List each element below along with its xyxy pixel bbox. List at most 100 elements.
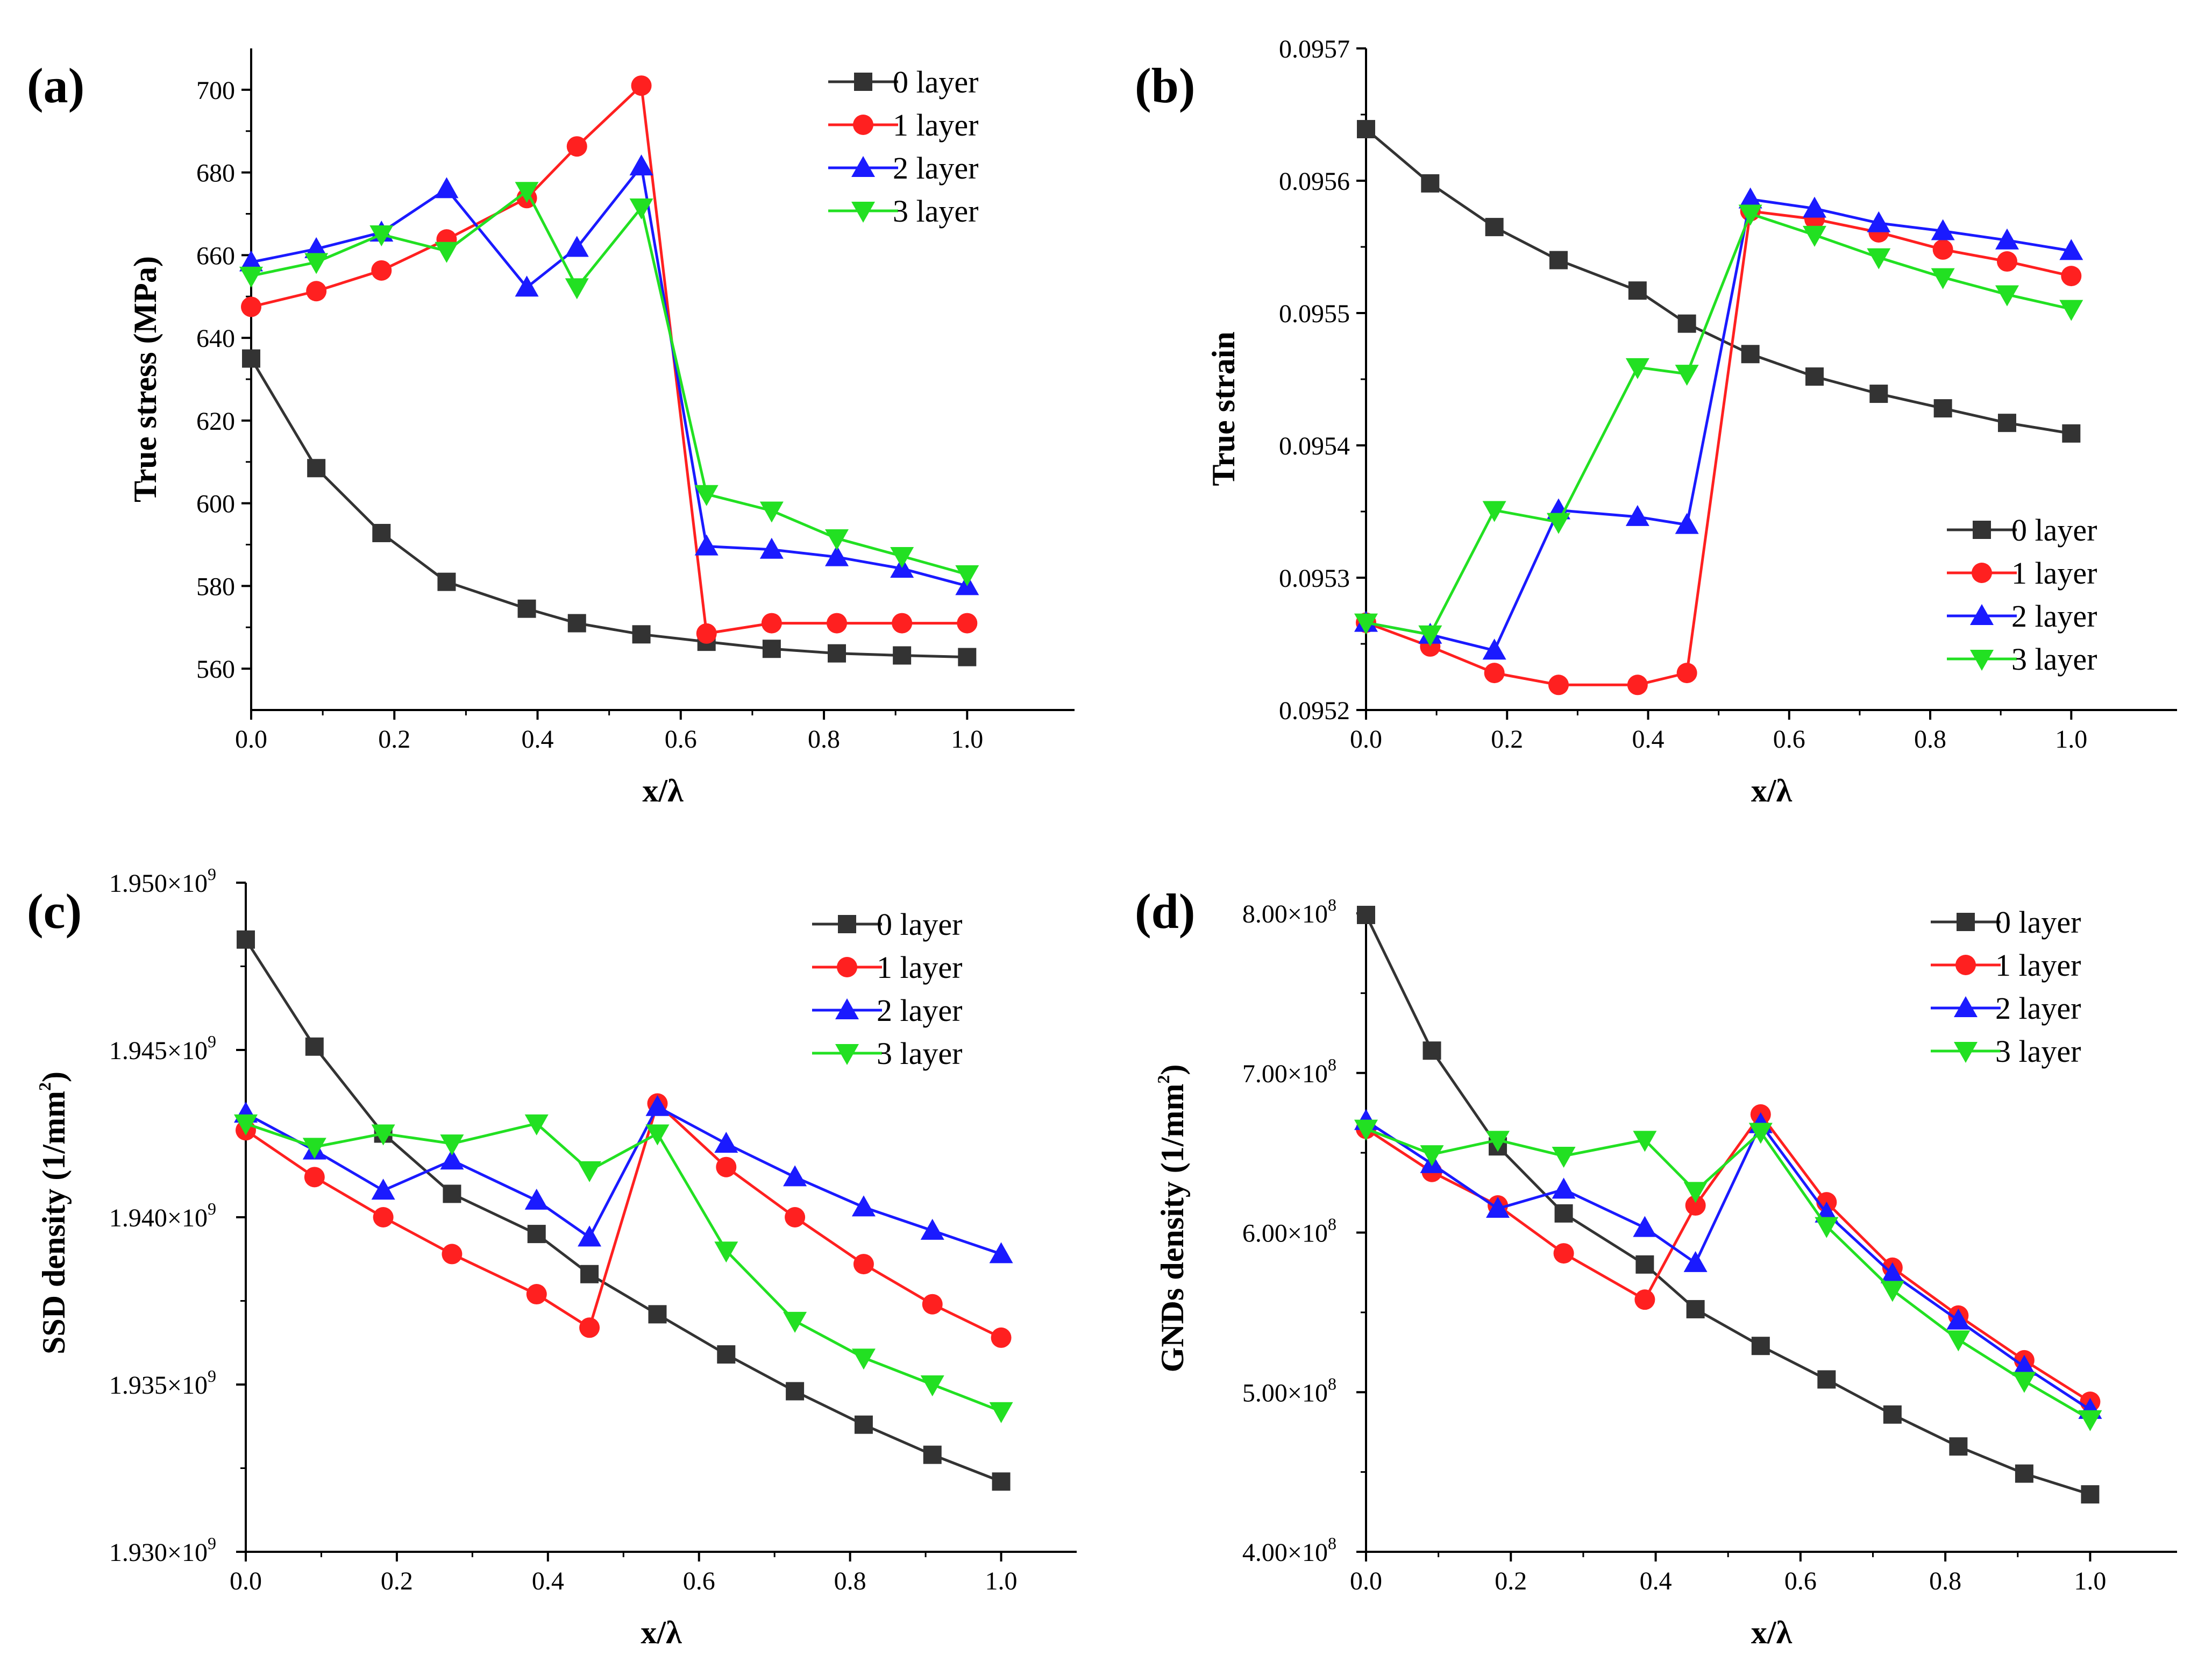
- series-2-layer: [239, 154, 979, 595]
- legend-marker: [854, 73, 872, 91]
- series-1-layer: [1356, 1104, 2101, 1413]
- data-point: [307, 459, 326, 478]
- y-tick-label: 1.935×109: [109, 1366, 216, 1400]
- data-point: [306, 281, 327, 302]
- series-3-layer: [234, 1114, 1013, 1423]
- data-point: [1627, 675, 1648, 695]
- legend-marker: [1957, 913, 1975, 931]
- y-axis-title: True stress (MPa): [127, 256, 163, 502]
- data-point: [893, 646, 912, 665]
- y-tick-label: 620: [196, 407, 235, 436]
- data-point: [1625, 358, 1649, 379]
- x-tick-label: 0.4: [522, 725, 554, 754]
- data-point: [783, 1165, 807, 1187]
- series-line: [250, 358, 968, 659]
- data-point: [1931, 268, 1955, 289]
- data-point: [2081, 1485, 2100, 1504]
- data-point: [694, 485, 719, 506]
- series-line: [1365, 1127, 2091, 1421]
- data-point: [527, 1225, 546, 1244]
- y-tick-label: 1.945×109: [109, 1032, 216, 1065]
- x-tick-label: 0.4: [1632, 725, 1665, 754]
- data-point: [1485, 218, 1504, 237]
- data-point: [1546, 513, 1570, 534]
- data-point: [1625, 505, 1649, 526]
- data-point: [1548, 675, 1569, 695]
- series-line: [244, 939, 1002, 1483]
- series-line: [251, 165, 968, 587]
- x-tick-label: 0.8: [1914, 725, 1946, 754]
- legend-marker: [1973, 521, 1991, 539]
- data-point: [1932, 239, 1953, 260]
- series-line: [245, 1105, 1002, 1255]
- data-point: [920, 1218, 944, 1240]
- series-3-layer: [1354, 204, 2083, 647]
- data-point: [992, 1472, 1011, 1491]
- legend-label: 2 layer: [1995, 991, 2081, 1026]
- y-tick-exponent: 8: [1328, 895, 1336, 914]
- y-tick-label: 0.0952: [1279, 697, 1350, 725]
- data-point: [369, 225, 394, 246]
- data-point: [435, 242, 459, 263]
- data-point: [1686, 1300, 1705, 1318]
- data-point: [759, 537, 784, 559]
- series-line: [1365, 1113, 2091, 1403]
- y-tick-label: 0.0956: [1279, 167, 1350, 196]
- data-point: [1995, 285, 2019, 307]
- data-point: [2012, 1354, 2036, 1376]
- data-point: [1867, 248, 1891, 269]
- data-point: [648, 1305, 667, 1324]
- x-tick-label: 1.0: [951, 725, 983, 754]
- y-tick-label: 700: [196, 76, 235, 105]
- data-point: [304, 253, 329, 274]
- data-point: [566, 136, 587, 157]
- legend-label: 3 layer: [1995, 1034, 2081, 1069]
- series-line: [1364, 914, 2091, 1496]
- data-point: [2015, 1464, 2033, 1483]
- data-point: [786, 1382, 805, 1401]
- panel-label: (d): [1135, 884, 1195, 939]
- data-point: [1805, 367, 1824, 386]
- data-point: [1738, 187, 1762, 209]
- data-point: [517, 599, 536, 618]
- data-point: [783, 1311, 807, 1333]
- data-point: [989, 1242, 1013, 1264]
- y-tick-exponent: 8: [1328, 1215, 1336, 1234]
- x-tick-label: 0.6: [1773, 725, 1805, 754]
- series-0-layer: [242, 349, 977, 666]
- x-tick-label: 0.2: [1491, 725, 1523, 754]
- x-tick-label: 0.0: [1350, 725, 1382, 754]
- data-point: [759, 501, 784, 523]
- series-line: [1365, 212, 2072, 636]
- series-1-layer: [241, 75, 978, 644]
- series-line: [1365, 128, 2072, 435]
- data-point: [851, 1195, 876, 1217]
- legend-marker: [835, 1044, 859, 1065]
- data-point: [851, 1348, 876, 1370]
- data-point: [1675, 513, 1699, 534]
- data-point: [890, 547, 914, 569]
- data-point: [1484, 663, 1505, 684]
- data-point: [1997, 414, 2016, 432]
- y-axis-title-superscript: 2: [35, 1082, 54, 1091]
- y-axis-title: True strain: [1206, 331, 1241, 486]
- data-point: [1552, 1147, 1576, 1168]
- data-point: [1995, 228, 2019, 250]
- y-tick-label: 640: [196, 324, 235, 353]
- data-point: [2012, 1372, 2036, 1393]
- data-point: [1817, 1370, 1836, 1389]
- data-point: [515, 182, 539, 203]
- x-tick-label: 1.0: [2074, 1567, 2106, 1595]
- series-3-layer: [1354, 1119, 2102, 1431]
- data-point: [1751, 1337, 1770, 1355]
- data-point: [1880, 1281, 1904, 1302]
- data-point: [373, 1207, 394, 1227]
- y-tick-label: 8.00×108: [1242, 895, 1336, 928]
- y-tick-label: 5.00×108: [1242, 1374, 1336, 1407]
- data-point: [854, 1415, 873, 1434]
- data-point: [645, 1095, 670, 1116]
- legend-label: 0 layer: [1995, 905, 2081, 940]
- x-tick-label: 0.8: [1929, 1567, 1961, 1595]
- legend-label: 2 layer: [877, 993, 962, 1028]
